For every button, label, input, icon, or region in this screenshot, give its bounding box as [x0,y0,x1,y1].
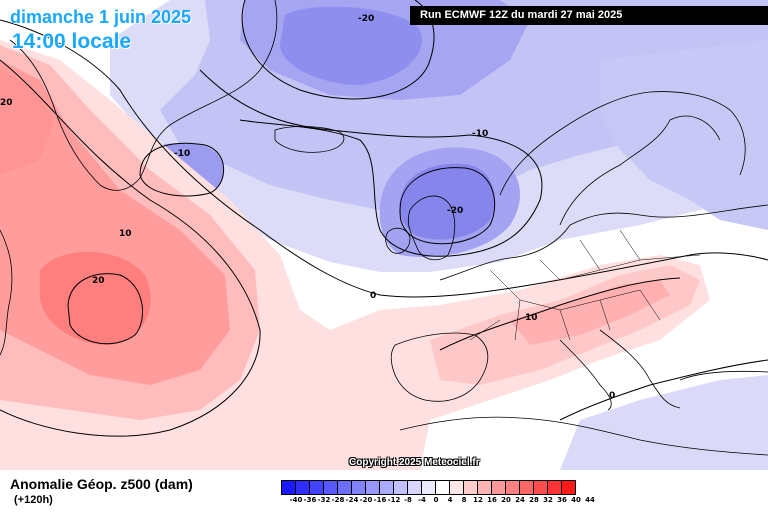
legend-tick-label: -8 [404,496,412,504]
coast-north-africa [399,416,768,456]
anomaly-red-west-core [40,251,151,345]
legend-swatch [519,480,534,495]
label-minus20-north: -20 [358,14,374,24]
legend-swatch [421,480,436,495]
coast-balkans [599,329,681,409]
legend-tick-label: -40 [289,496,303,504]
contour-minus10-arctic [199,69,543,257]
label-zero-atlantic: 0 [370,291,376,301]
anomaly-blue-east [600,40,768,230]
coast-iberia [390,332,489,402]
color-legend: -40 -36 -32 -28 -24 -20 -16 -12 -8 -4 0 4 8 12 16 20 24 2… [281,480,611,508]
label-zero-med: 0 [609,391,615,401]
anomaly-red-europe-core [510,280,670,345]
legend-tick-label: 44 [585,496,595,504]
legend-tick-label: 16 [487,496,497,504]
legend-swatch [505,480,520,495]
legend-swatch [393,480,408,495]
legend-tick-label: 20 [501,496,511,504]
legend-swatch [351,480,366,495]
contour-minus20-northsea [399,167,496,245]
legend-tick-label: 8 [461,496,467,504]
coast-italy [559,339,612,411]
legend-tick-label: 4 [447,496,453,504]
legend-swatches [281,480,611,495]
label-plus10-europe: 10 [525,313,538,323]
coast-norway [499,91,746,196]
coast-ireland [385,227,411,254]
legend-tick-label: 40 [571,496,581,504]
label-plus20-atlantic: 20 [92,276,105,286]
coast-labrador [0,229,13,356]
legend-swatch [449,480,464,495]
legend-swatch [365,480,380,495]
legend-tick-label: 32 [543,496,553,504]
legend-tick-label: -28 [331,496,345,504]
label-plus10-atlantic: 10 [119,229,132,239]
label-minus10-norway: -10 [472,129,488,139]
legend-tick-label: -36 [303,496,317,504]
legend-tick-label: 28 [529,496,539,504]
forecast-time: 14:00 locale [12,30,132,53]
anomaly-red-greenland-west [0,70,55,175]
legend-swatch [463,480,478,495]
model-run-banner: Run ECMWF 12Z du mardi 27 mai 2025 [410,6,768,25]
contour-plus10-atlantic [0,59,261,437]
anomaly-map: -20 -10 -10 -20 20 10 20 0 10 0 [0,0,768,470]
legend-swatch [561,480,576,495]
legend-swatch [477,480,492,495]
lead-time-label: (+120h) [14,494,53,506]
coast-britain [407,195,456,261]
variable-label: Anomalie Géop. z500 (dam) [10,476,193,492]
contour-zero-line [0,19,768,298]
label-minus10-greenland: -10 [174,149,190,159]
anomaly-blue-southeast [560,375,768,470]
anomaly-blue-deep-north [280,6,422,85]
legend-swatch [309,480,324,495]
legend-tick-label: 24 [515,496,525,504]
legend-swatch [491,480,506,495]
legend-ticks: -40 -36 -32 -28 -24 -20 -16 -12 -8 -4 0 4 8 12 16 20 24 2… [281,495,611,507]
legend-tick-label: -20 [359,496,373,504]
borders-europe [469,229,701,341]
contour-plus20-core [67,273,144,345]
coast-sweden-finland [559,115,721,226]
contour-zero-med [559,359,768,421]
legend-tick-label: -12 [387,496,401,504]
legend-swatch [547,480,562,495]
coast-iceland [274,126,345,153]
forecast-date: dimanche 1 juin 2025 [10,7,192,27]
legend-swatch [407,480,422,495]
legend-swatch [533,480,548,495]
legend-swatch [337,480,352,495]
legend-swatch [379,480,394,495]
legend-swatch [281,480,296,495]
copyright-notice: Copyright 2025 Meteociel.fr [349,457,480,468]
legend-tick-label: 36 [557,496,567,504]
contour-minus20-north [241,0,435,100]
contour-minus10-greenland [139,142,225,197]
legend-tick-label: -4 [418,496,426,504]
label-plus20-west: 20 [0,98,13,108]
legend-tick-label: -16 [373,496,387,504]
legend-tick-label: -32 [317,496,331,504]
legend-swatch [435,480,450,495]
coast-continent [439,204,768,281]
contour-plus10-europe [439,277,681,351]
legend-tick-label: 0 [433,496,439,504]
legend-tick-label: -24 [345,496,359,504]
coast-turkey [679,370,768,381]
legend-swatch [323,480,338,495]
legend-swatch [295,480,310,495]
coast-greenland [9,0,278,191]
label-minus20-northsea: -20 [447,206,463,216]
legend-tick-label: 12 [473,496,483,504]
